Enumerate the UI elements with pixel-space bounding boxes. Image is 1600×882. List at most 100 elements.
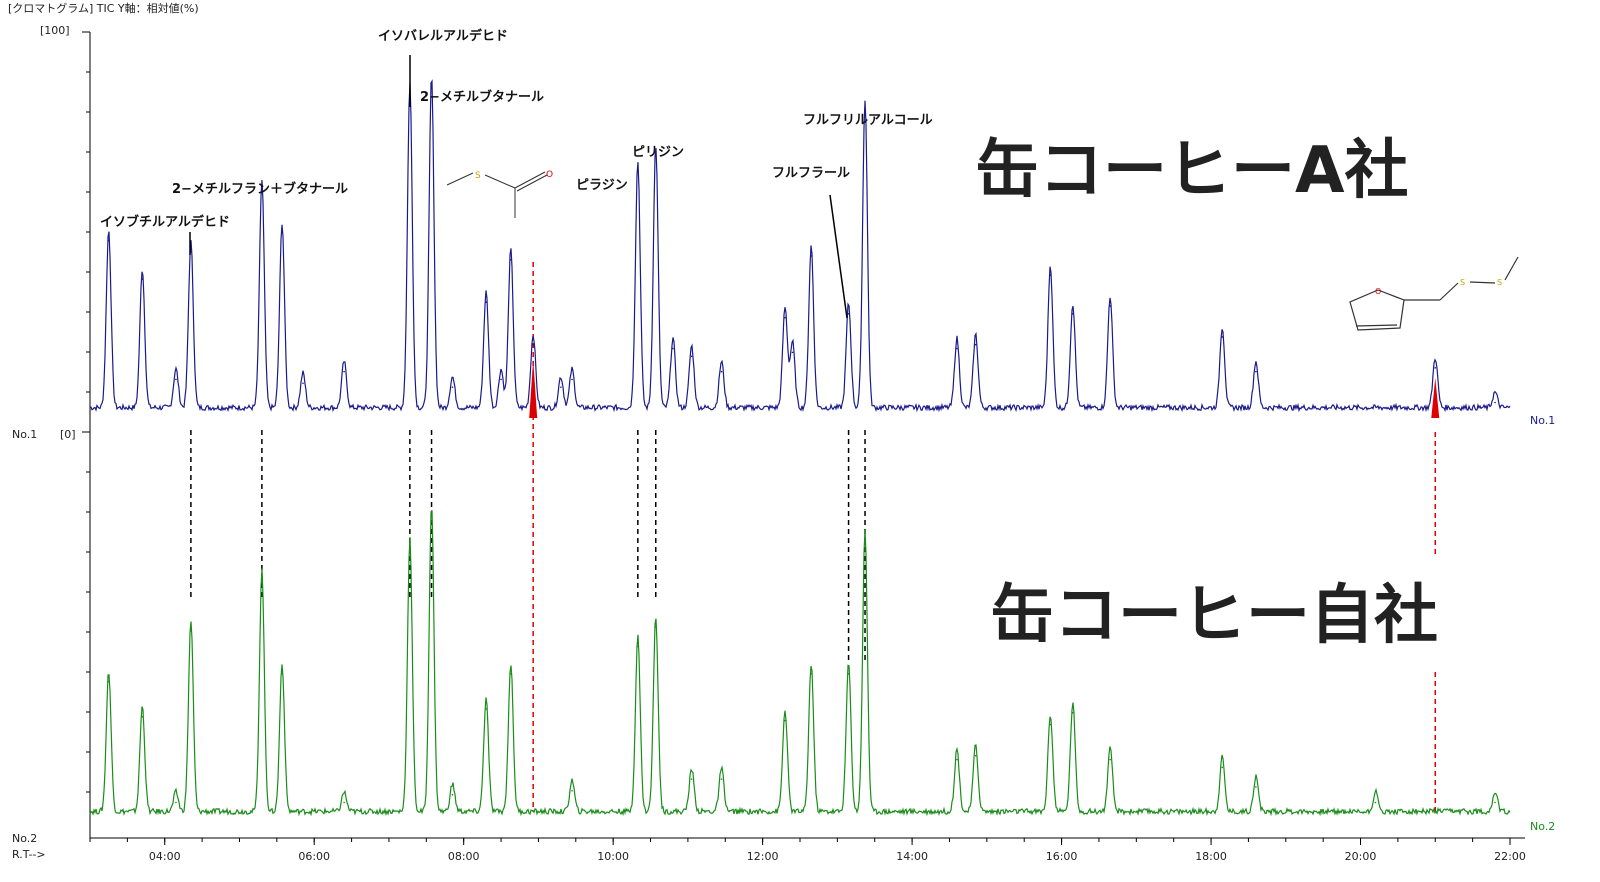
trace-1-peak [690,355,693,358]
x-tick-label: 04:00 [149,850,181,863]
y-top-label: [100] [40,24,70,37]
x-axis-label: R.T--> [12,848,46,861]
peak-label: フルフリルアルコール [803,113,933,128]
y-zero-label: [0] [60,428,76,441]
trace-2-peak [141,715,144,718]
trace-1-peak [1049,274,1052,276]
molecule-s2-label: S [1497,278,1502,287]
trace-1-peak [281,231,283,234]
molecule-thioester [446,171,548,218]
trace-1-peak [847,312,850,315]
trace-2-peak [654,626,657,628]
x-tick-label: 08:00 [448,850,480,863]
leader-line [829,194,848,319]
molecule-s1-label: S [1460,278,1465,287]
title-own-company: 缶コーヒー自社 [990,579,1438,653]
x-tick-label: 20:00 [1345,850,1377,863]
trace-2-peak [485,708,487,710]
x-tick-label: 22:00 [1494,850,1526,863]
trace-1-peak [956,347,958,350]
peak-label: 2−メチルフラン＋ブタナール [172,181,348,197]
x-tick-label: 18:00 [1195,850,1227,863]
trace-1-peak [500,378,502,381]
trace-2-peak [974,754,977,757]
trace-2-peak [190,630,192,632]
peak-label: ピリジン [632,145,684,160]
trace-2-peak [409,548,411,550]
trace-1-peak [720,370,723,373]
trace-2-peak [281,673,283,675]
trace-1-peak [261,189,263,192]
trace-2-peak [810,673,813,675]
trace-2-peak [261,579,263,581]
x-tick-label: 12:00 [747,850,779,863]
axes: 04:00 06:00 08:00 10:00 12:00 14:00 16:00 18:00… [82,31,1526,863]
trace-1-peak [430,85,433,87]
trace-2-peak [1255,786,1257,788]
trace-2-peak [1109,758,1111,761]
trace-2-peak [343,801,345,804]
trace-2-peak [1374,801,1377,804]
trace-1-peak [107,239,110,242]
molecule-furan-o-label: O [1375,287,1381,296]
trace1-end-label: No.1 [1530,414,1555,427]
trace-2-peak [720,778,723,780]
trace-1-peak [1221,336,1224,338]
highlighted-peak [529,359,538,418]
guide-lines [190,262,1437,812]
trace-2-peak [175,801,177,804]
trace-2-peak [430,513,433,515]
peak-label: イソバレルアルデヒド [378,28,508,44]
trace-1-peak [810,255,813,257]
trace-1-peak [1434,367,1437,369]
traces [89,79,1511,817]
peak-label: イソブチルアルデヒド [100,214,230,230]
trace-2-peak [571,790,573,792]
trace-2-peak [956,758,958,761]
peak-label: フルフラール [772,166,850,181]
trace-1-peak [141,278,144,280]
trace-2-peak [1221,766,1224,769]
trace-2-peak [451,793,454,796]
chart-header: [クロマトグラム] TIC Y軸：相対値(%) [8,1,199,15]
trace-1-peak [509,258,512,261]
trace-1-peak [175,378,177,381]
trace-1-peak [343,370,345,373]
trace-1-peak [560,386,562,388]
trace-2-peak [1494,801,1496,804]
trace-1-peak [864,108,866,110]
trace-2-peak [637,645,639,648]
trace-2-peak [864,540,866,542]
peak-label: ピラジン [576,178,628,193]
trace-1-peak [637,170,639,172]
trace-2-peak [509,673,512,675]
trace2-end-label: No.2 [1530,820,1555,833]
molecule-furan-disulfide [1349,256,1519,331]
molecule-s-label: S [475,171,481,181]
x-tick-label: 10:00 [597,850,629,863]
title-company-a: 缶コーヒーA社 [975,134,1409,208]
trace-2-peak [1071,712,1074,714]
trace-1-peak [1071,312,1074,315]
trace-1-line [89,79,1511,413]
trace-1-peak [1494,401,1496,404]
peak-label: 2−メチルブタナール [420,89,544,105]
trace-2-peak [107,680,110,683]
x-tick-label: 06:00 [298,850,330,863]
peak-annotations: イソブチルアルデヒド 2−メチルフラン＋ブタナール イソバレルアルデヒド 2−メチルブ… [100,28,933,319]
trace-1-peak [784,316,786,319]
trace2-side-label: No.2 [12,832,37,845]
trace-1-peak [302,382,304,385]
x-tick-label: 16:00 [1046,850,1078,863]
trace-1-peak [654,154,657,157]
highlighted-peak [1431,377,1440,418]
x-tick-label: 14:00 [896,850,928,863]
trace-2-peak [1049,723,1052,726]
trace-1-peak [571,378,573,381]
trace-2-peak [690,778,693,780]
trace-2-line [89,510,1511,817]
trace-2-peak [847,673,850,675]
molecule-o-label: O [546,170,553,180]
